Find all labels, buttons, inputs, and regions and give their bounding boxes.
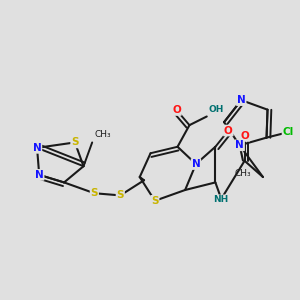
- Text: N: N: [33, 143, 41, 153]
- Text: S: S: [116, 190, 124, 200]
- Text: Cl: Cl: [283, 127, 294, 137]
- Text: O: O: [172, 105, 181, 115]
- Text: N: N: [192, 159, 200, 169]
- Text: N: N: [35, 170, 44, 180]
- Text: N: N: [237, 95, 246, 105]
- Text: S: S: [91, 188, 98, 198]
- Text: CH₃: CH₃: [94, 130, 111, 139]
- Text: S: S: [71, 137, 79, 147]
- Text: CH₃: CH₃: [235, 169, 251, 178]
- Text: N: N: [235, 140, 244, 150]
- Text: OH: OH: [209, 105, 224, 114]
- Text: S: S: [151, 196, 159, 206]
- Text: O: O: [240, 131, 249, 141]
- Text: NH: NH: [213, 195, 228, 204]
- Text: O: O: [224, 125, 233, 136]
